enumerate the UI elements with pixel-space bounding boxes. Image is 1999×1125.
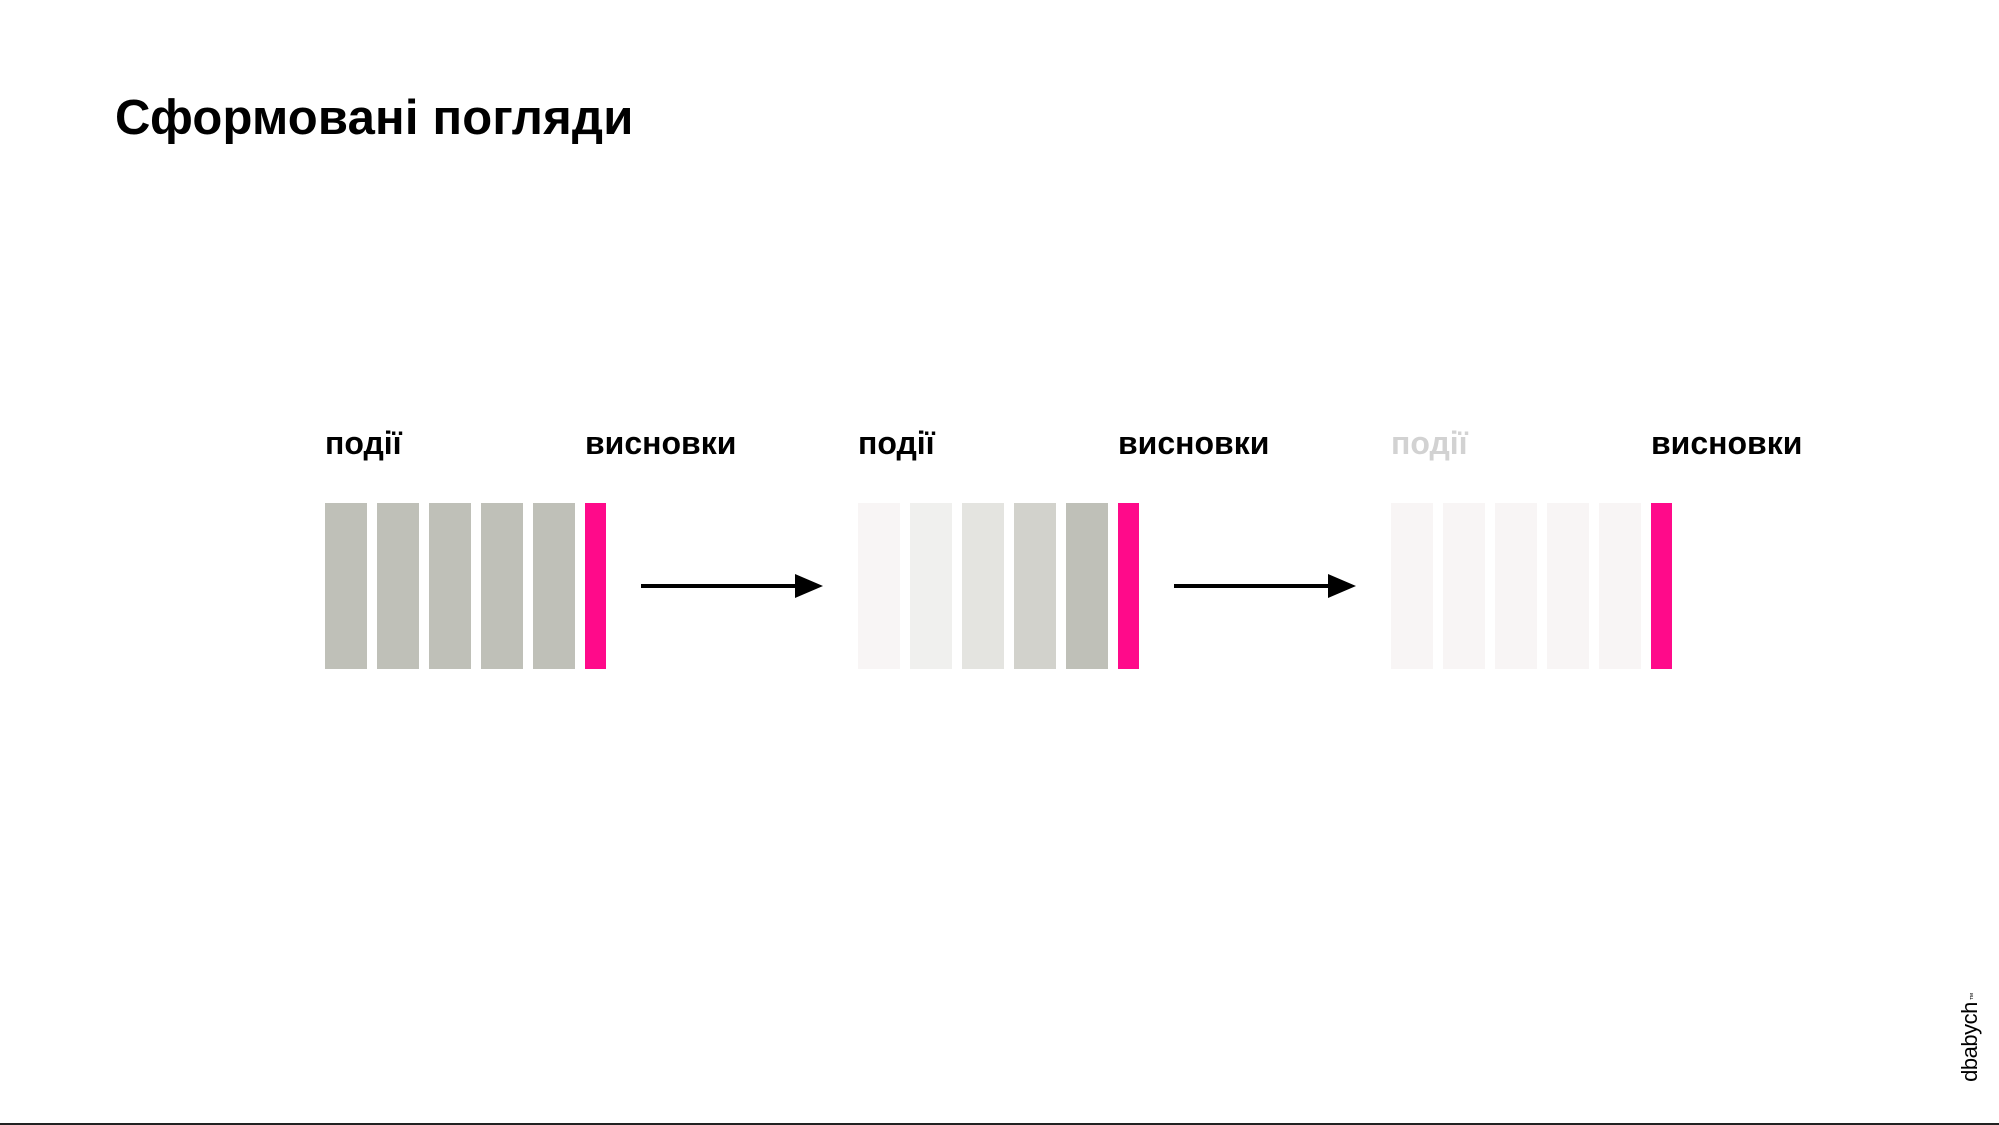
event-bar — [1443, 503, 1485, 669]
bottom-divider — [0, 1123, 1999, 1125]
event-bar — [1066, 503, 1108, 669]
event-bar — [325, 503, 367, 669]
events-label: події — [325, 425, 402, 461]
event-bar — [1547, 503, 1589, 669]
conclusion-bar — [1118, 503, 1139, 669]
brand-logo: dbabych ™ — [1953, 992, 1987, 1092]
event-bar — [910, 503, 952, 669]
conclusion-bar — [1651, 503, 1672, 669]
event-bar — [1599, 503, 1641, 669]
conclusions-label: висновки — [1118, 425, 1270, 461]
events-label: події — [1391, 425, 1468, 461]
right-arrow-icon — [641, 574, 823, 598]
stage-1: події висновки — [325, 0, 745, 1125]
stage-2: події висновки — [858, 0, 1278, 1125]
event-bar — [1495, 503, 1537, 669]
event-bar — [377, 503, 419, 669]
event-bar — [858, 503, 900, 669]
event-bar — [481, 503, 523, 669]
event-bar — [429, 503, 471, 669]
event-bar — [533, 503, 575, 669]
event-bar — [1014, 503, 1056, 669]
conclusions-label: висновки — [1651, 425, 1803, 461]
event-bar — [962, 503, 1004, 669]
conclusion-bar — [585, 503, 606, 669]
brand-logo-mark: ™ — [1968, 992, 1978, 1001]
stage-3: події висновки — [1391, 0, 1811, 1125]
right-arrow-icon — [1174, 574, 1356, 598]
event-bar — [1391, 503, 1433, 669]
brand-logo-text: dbabych — [1957, 1002, 1982, 1082]
conclusions-label: висновки — [585, 425, 737, 461]
events-label: події — [858, 425, 935, 461]
slide-title: Сформовані погляди — [115, 91, 634, 145]
